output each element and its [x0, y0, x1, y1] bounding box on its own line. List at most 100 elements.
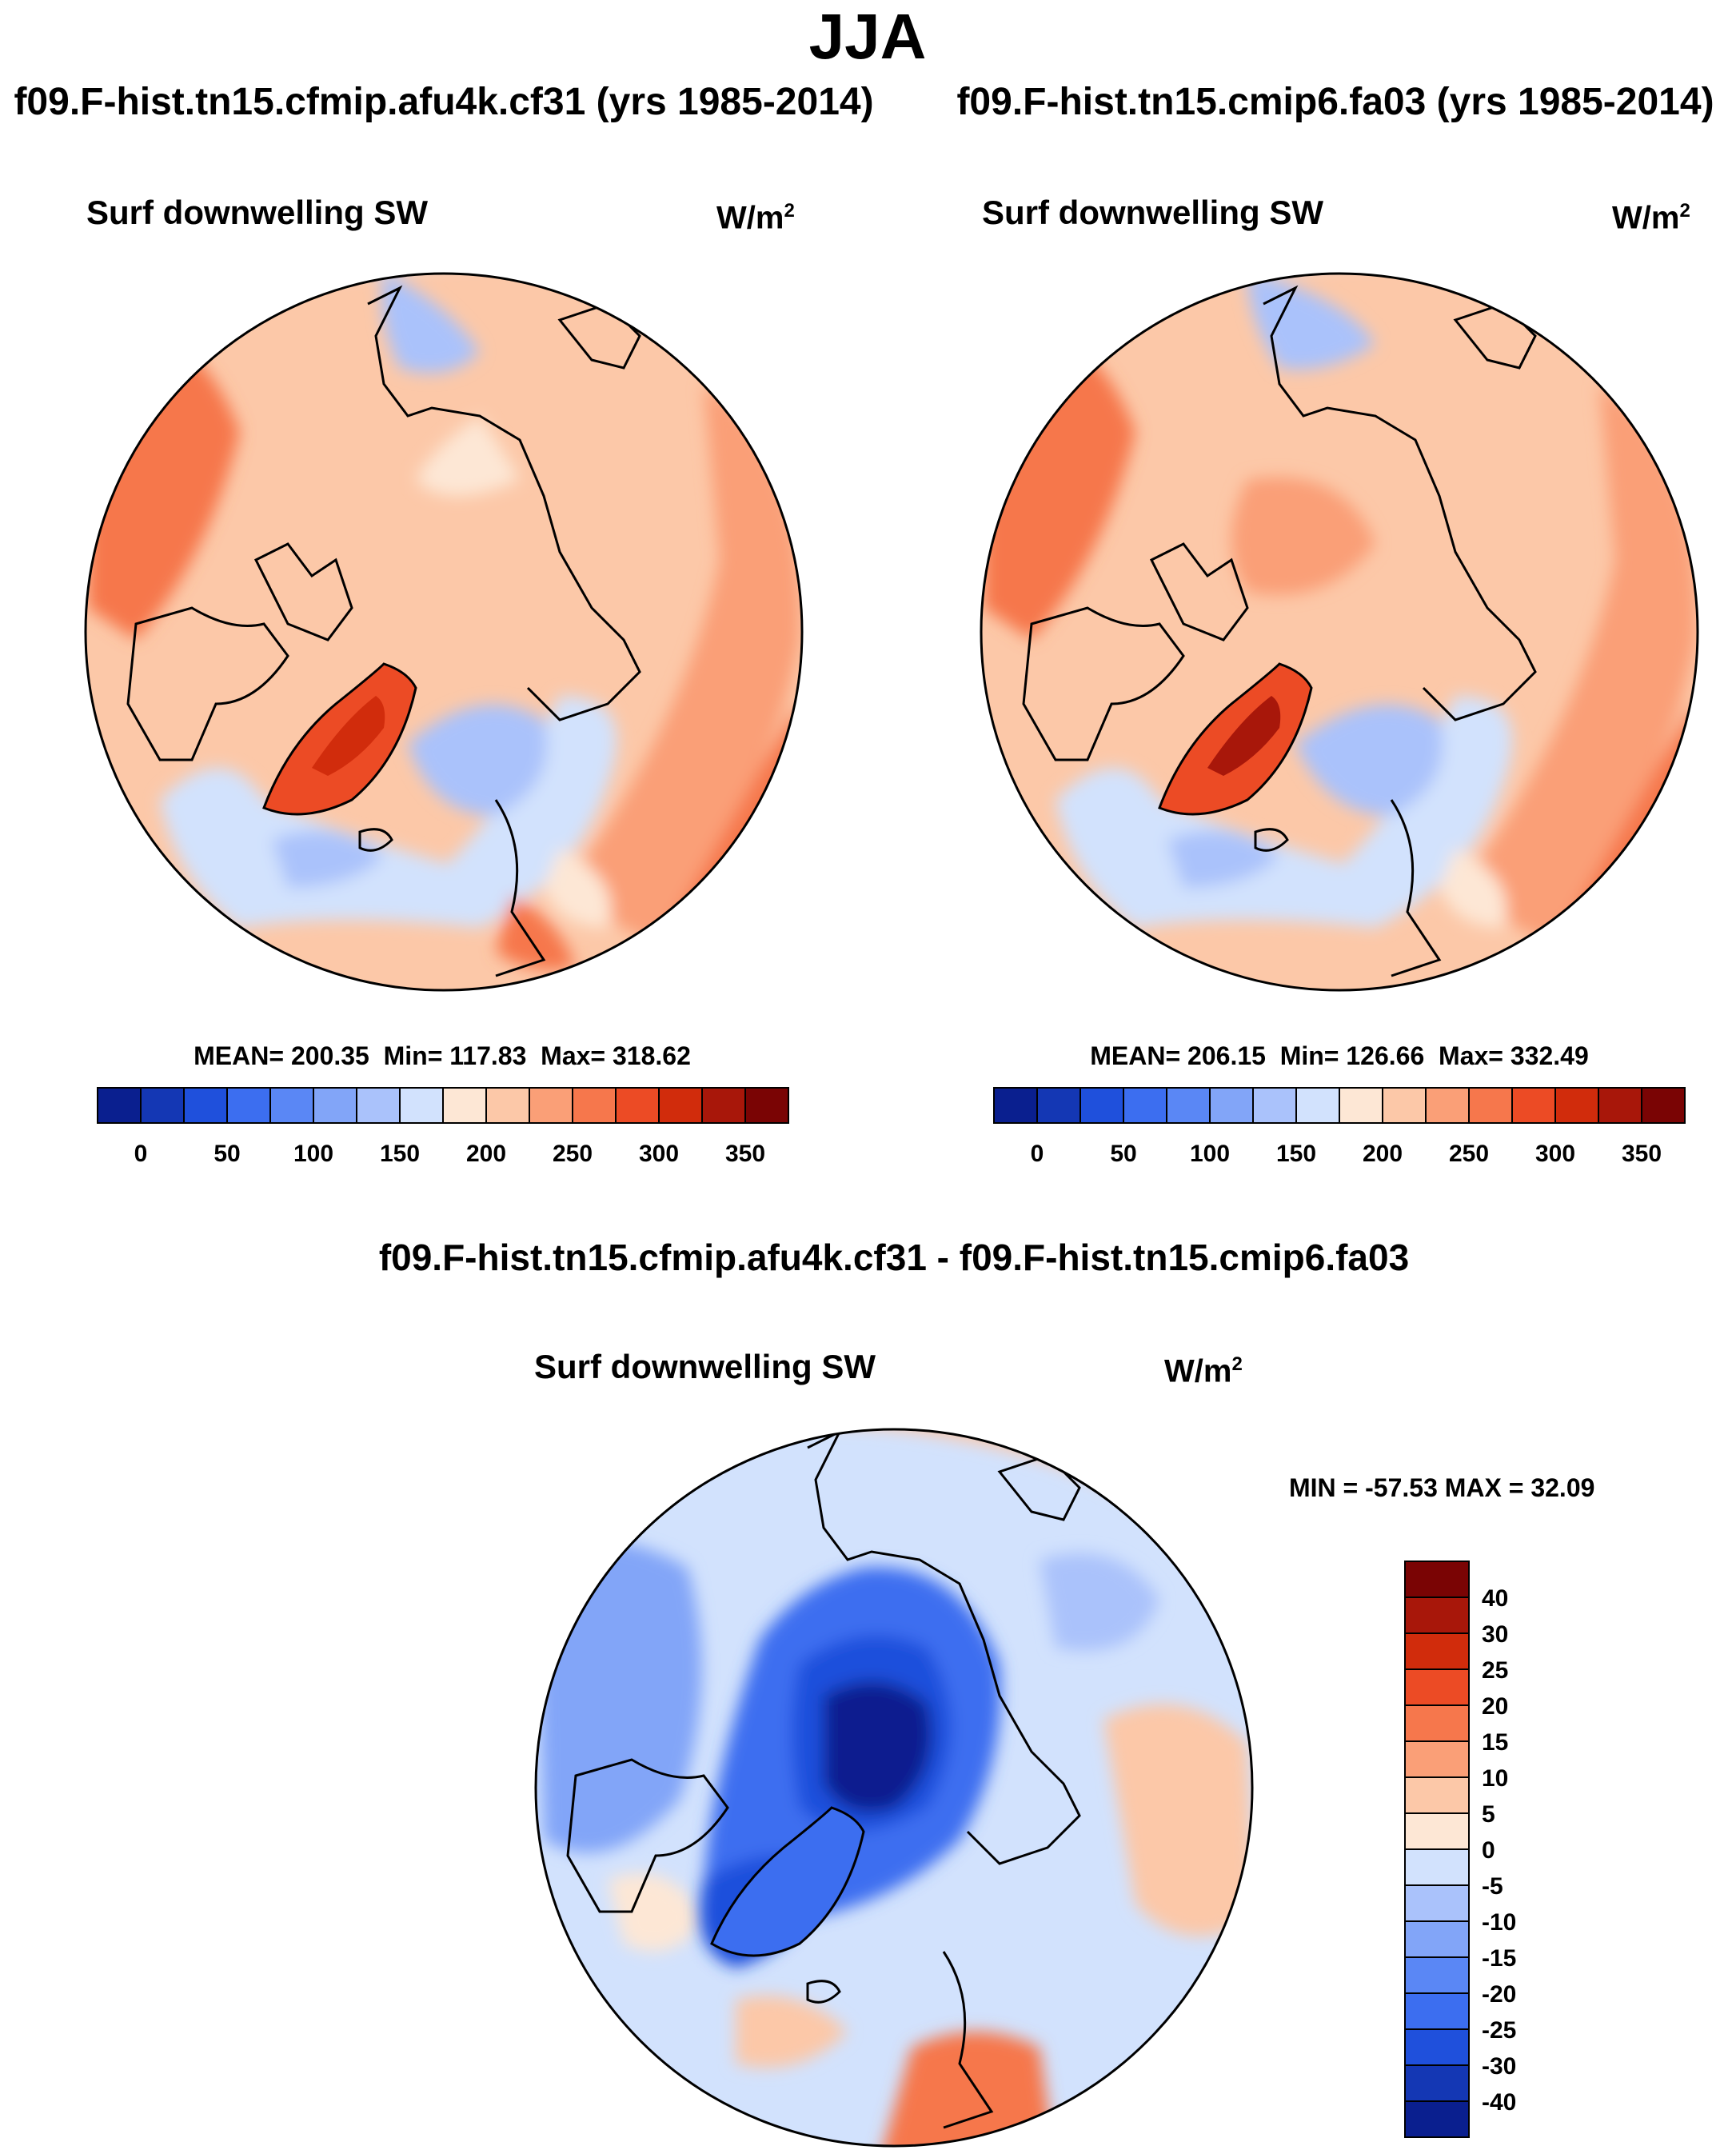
panel1-colorbar-swatch-4 — [269, 1087, 314, 1124]
diff-map — [536, 1429, 1252, 2146]
diff-title: f09.F-hist.tn15.cfmip.afu4k.cf31 - f09.F… — [378, 1237, 1410, 1278]
panel1-colorbar-swatch-12 — [615, 1087, 660, 1124]
panel1-colorbar-swatch-1 — [140, 1087, 185, 1124]
diff-colorbar-swatch-0 — [1404, 2100, 1470, 2138]
diff-colorbar-swatch-10 — [1404, 1740, 1470, 1778]
panel1-colorbar-swatch-11 — [572, 1087, 617, 1124]
diff-colorbar-tick-label: 0 — [1482, 1837, 1495, 1864]
diff-colorbar-tick-label: 25 — [1482, 1657, 1508, 1684]
diff-units: W/m2 — [1164, 1353, 1243, 1389]
panel2-colorbar-swatch-9 — [1382, 1087, 1427, 1124]
panel1-colorbar-swatch-0 — [97, 1087, 142, 1124]
diff-colorbar-tick-label: 30 — [1482, 1621, 1508, 1648]
panel1-colorbar: 0 50 100 150 200 250 300 350 — [97, 1087, 789, 1167]
panel1-colorbar-tick-label: 300 — [639, 1141, 679, 1167]
panel2-colorbar-tick-label: 150 — [1276, 1141, 1316, 1167]
panel2-colorbar-swatch-4 — [1166, 1087, 1211, 1124]
diff-colorbar-swatch-7 — [1404, 1848, 1470, 1886]
diff-colorbar-tick-label: 5 — [1482, 1801, 1495, 1828]
diff-colorbar-swatch-11 — [1404, 1704, 1470, 1742]
panel2-colorbar-swatch-5 — [1209, 1087, 1254, 1124]
panel2-colorbar-swatch-1 — [1036, 1087, 1081, 1124]
panel2-colorbar-tick-label: 100 — [1190, 1141, 1230, 1167]
panel1-colorbar-swatch-14 — [701, 1087, 746, 1124]
panel2-colorbar-swatch-7 — [1295, 1087, 1340, 1124]
panel1-colorbar-tick-label: 100 — [293, 1141, 333, 1167]
diff-colorbar-tick-label: -25 — [1482, 2017, 1516, 2044]
panel1-colorbar-tick-label: 200 — [466, 1141, 506, 1167]
panel2-colorbar: 0 50 100 150 200 250 300 350 — [993, 1087, 1686, 1167]
panel2-colorbar-swatch-3 — [1123, 1087, 1167, 1124]
panel1-colorbar-tick-label: 150 — [380, 1141, 420, 1167]
panel2-colorbar-swatch-14 — [1598, 1087, 1642, 1124]
diff-variable-title: Surf downwelling SW — [534, 1348, 876, 1385]
panel2-units: W/m2 — [1612, 200, 1690, 236]
panel1-colorbar-swatch-8 — [442, 1087, 487, 1124]
diff-colorbar-tick-label: 20 — [1482, 1693, 1508, 1720]
panel2-colorbar-swatch-15 — [1641, 1087, 1686, 1124]
diff-colorbar-swatch-1 — [1404, 2064, 1470, 2102]
panel2-colorbar-swatch-13 — [1554, 1087, 1599, 1124]
panel2-colorbar-swatch-2 — [1080, 1087, 1124, 1124]
panel1-colorbar-tick-label: 0 — [134, 1141, 148, 1167]
panel1-colorbar-swatch-10 — [529, 1087, 573, 1124]
panel1-colorbar-swatch-7 — [399, 1087, 444, 1124]
diff-colorbar-tick-label: -30 — [1482, 2053, 1516, 2080]
panel1-colorbar-swatch-6 — [356, 1087, 401, 1124]
diff-map-border — [534, 1428, 1254, 2148]
diff-colorbar-swatch-3 — [1404, 1992, 1470, 2030]
diff-colorbar-tick-label: -40 — [1482, 2089, 1516, 2116]
panel2-map — [981, 274, 1698, 990]
panel2-variable-title: Surf downwelling SW — [982, 194, 1323, 231]
panel2-map-border — [980, 272, 1699, 992]
diff-colorbar-tick-label: -5 — [1482, 1873, 1503, 1900]
panel1-colorbar-swatch-2 — [183, 1087, 228, 1124]
diff-colorbar-swatch-13 — [1404, 1632, 1470, 1670]
panel2-colorbar-swatch-12 — [1511, 1087, 1556, 1124]
diff-colorbar-swatch-8 — [1404, 1812, 1470, 1850]
panel1-stats: MEAN= 200.35 Min= 117.83 Max= 318.62 — [194, 1041, 691, 1070]
diff-colorbar: 40 30 25 20 15 10 5 0 -5 -10 -15 -20 -25 -30 -40 — [1404, 1561, 1516, 2138]
panel1-colorbar-swatch-5 — [313, 1087, 357, 1124]
panel1-colorbar-swatch-9 — [485, 1087, 530, 1124]
panel1-map-border — [84, 272, 804, 992]
panel1-colorbar-swatch-13 — [658, 1087, 703, 1124]
panel2-colorbar-tick-label: 350 — [1622, 1141, 1662, 1167]
diff-colorbar-tick-label: -10 — [1482, 1909, 1516, 1936]
panel2-colorbar-swatch-10 — [1425, 1087, 1470, 1124]
diff-colorbar-tick-label: 40 — [1482, 1585, 1508, 1612]
panel2-colorbar-tick-label: 200 — [1363, 1141, 1403, 1167]
panel2-colorbar-tick-label: 250 — [1449, 1141, 1489, 1167]
panel1-colorbar-swatch-3 — [226, 1087, 271, 1124]
season-title: JJA — [808, 1, 927, 72]
panel2-colorbar-tick-label: 0 — [1031, 1141, 1044, 1167]
panel1-colorbar-tick-label: 350 — [725, 1141, 765, 1167]
diff-colorbar-tick-label: 15 — [1482, 1729, 1508, 1756]
diff-colorbar-swatch-12 — [1404, 1668, 1470, 1706]
panel2-colorbar-tick-label: 300 — [1535, 1141, 1575, 1167]
diff-colorbar-swatch-15 — [1404, 1561, 1470, 1598]
diff-colorbar-swatch-14 — [1404, 1597, 1470, 1634]
panel2-case-title: f09.F-hist.tn15.cmip6.fa03 (yrs 1985-201… — [956, 81, 1714, 123]
panel1-units: W/m2 — [716, 200, 795, 236]
panel1-colorbar-swatch-15 — [744, 1087, 789, 1124]
diff-colorbar-swatch-2 — [1404, 2028, 1470, 2066]
diff-colorbar-tick-label: -15 — [1482, 1945, 1516, 1972]
panel2-colorbar-swatch-0 — [993, 1087, 1038, 1124]
panel2-colorbar-swatch-8 — [1339, 1087, 1383, 1124]
diff-colorbar-tick-label: -20 — [1482, 1981, 1516, 2008]
diff-colorbar-tick-label: 10 — [1482, 1765, 1508, 1792]
diff-colorbar-swatch-5 — [1404, 1920, 1470, 1958]
panel1-colorbar-tick-label: 50 — [214, 1141, 240, 1167]
panel1-variable-title: Surf downwelling SW — [86, 194, 428, 231]
panel2-colorbar-tick-label: 50 — [1110, 1141, 1136, 1167]
diff-colorbar-swatch-9 — [1404, 1776, 1470, 1814]
diff-minmax: MIN = -57.53 MAX = 32.09 — [1289, 1473, 1595, 1502]
diff-colorbar-swatch-4 — [1404, 1956, 1470, 1994]
diff-colorbar-swatch-6 — [1404, 1884, 1470, 1922]
panel1-map — [86, 274, 802, 990]
panel1-case-title: f09.F-hist.tn15.cfmip.afu4k.cf31 (yrs 19… — [14, 81, 874, 123]
panel2-stats: MEAN= 206.15 Min= 126.66 Max= 332.49 — [1090, 1041, 1589, 1070]
panel2-colorbar-swatch-6 — [1252, 1087, 1297, 1124]
